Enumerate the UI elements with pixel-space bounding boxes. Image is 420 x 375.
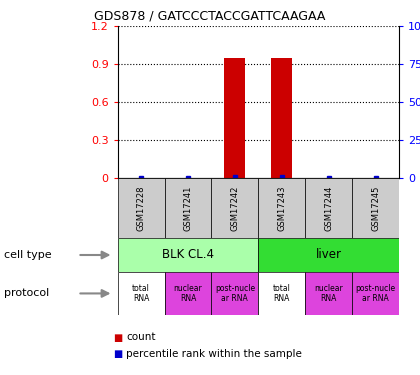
Text: total
RNA: total RNA [132, 284, 150, 303]
Text: ■: ■ [113, 350, 123, 359]
Bar [118, 272, 165, 315]
Text: cell type: cell type [4, 250, 52, 260]
Bar [258, 238, 399, 272]
Text: GSM17242: GSM17242 [230, 186, 239, 231]
Bar [305, 272, 352, 315]
Text: GSM17228: GSM17228 [136, 185, 146, 231]
Text: total
RNA: total RNA [273, 284, 291, 303]
Text: nuclear
RNA: nuclear RNA [314, 284, 343, 303]
Bar [352, 272, 399, 315]
Bar [305, 178, 352, 238]
Text: protocol: protocol [4, 288, 50, 298]
Text: GSM17243: GSM17243 [277, 185, 286, 231]
Text: GSM17241: GSM17241 [184, 186, 192, 231]
Bar [224, 58, 245, 178]
Bar [118, 238, 258, 272]
Text: ■: ■ [113, 333, 123, 342]
Bar [258, 178, 305, 238]
Text: post-nucle
ar RNA: post-nucle ar RNA [355, 284, 396, 303]
Bar [352, 178, 399, 238]
Bar [165, 272, 211, 315]
Text: GSM17245: GSM17245 [371, 186, 380, 231]
Text: nuclear
RNA: nuclear RNA [173, 284, 202, 303]
Text: percentile rank within the sample: percentile rank within the sample [126, 350, 302, 359]
Bar [165, 178, 211, 238]
Text: GDS878 / GATCCCTACCGATTCAAGAA: GDS878 / GATCCCTACCGATTCAAGAA [94, 9, 326, 22]
Bar [118, 178, 165, 238]
Bar [258, 272, 305, 315]
Bar [211, 272, 258, 315]
Text: post-nucle
ar RNA: post-nucle ar RNA [215, 284, 255, 303]
Text: GSM17244: GSM17244 [324, 186, 333, 231]
Text: BLK CL.4: BLK CL.4 [162, 249, 214, 261]
Text: liver: liver [316, 249, 341, 261]
Bar [211, 178, 258, 238]
Text: count: count [126, 333, 155, 342]
Bar [271, 58, 292, 178]
